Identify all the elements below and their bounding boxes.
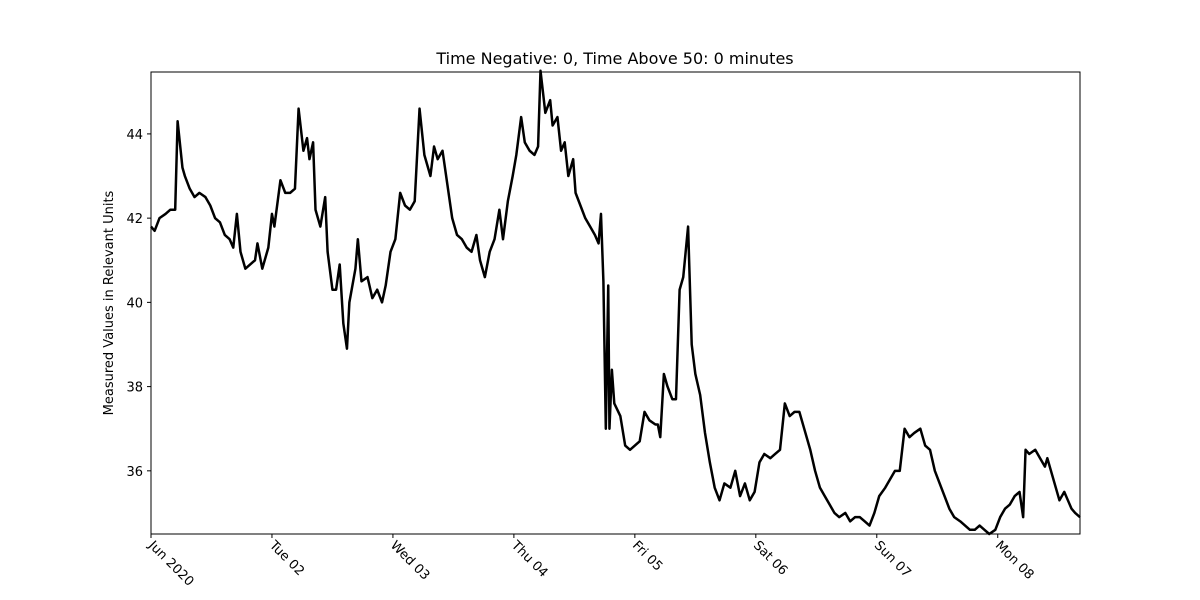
- y-tick-label: 42: [126, 212, 143, 227]
- plot-frame: [150, 71, 1081, 535]
- y-tick-label: 40: [126, 296, 143, 311]
- y-tick-label: 44: [126, 128, 143, 143]
- y-tick-label: 36: [126, 465, 143, 480]
- chart-title: Time Negative: 0, Time Above 50: 0 minut…: [435, 49, 793, 68]
- line-series: [150, 69, 1081, 536]
- y-tick-label: 38: [126, 381, 143, 396]
- y-axis-label: Measured Values in Relevant Units: [102, 190, 117, 415]
